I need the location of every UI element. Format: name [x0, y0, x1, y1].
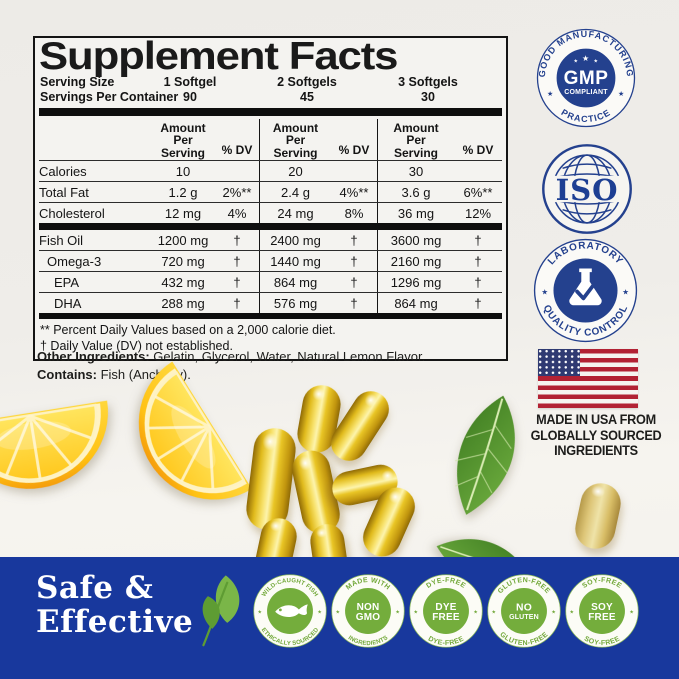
lemon-wedge	[0, 400, 108, 489]
dv-header-col1: % DV	[221, 143, 253, 157]
usa-flag-canton	[538, 349, 580, 377]
table-row: DHA 288 mg † 576 mg † 864 mg †	[39, 292, 502, 313]
badge-center-line2: GLUTEN	[509, 614, 539, 621]
servings-per-container-label: Servings Per Container	[40, 90, 179, 104]
facts-table-header: Amount Per Serving % DV Amount Per Servi…	[39, 119, 502, 160]
star-icon: ★	[582, 54, 589, 63]
star-icon: ★	[569, 610, 574, 616]
other-ingredients-line: Other Ingredients: Gelatin, Glycerol, Wa…	[37, 349, 426, 364]
badge-arc-bottom: INGREDIENTS	[347, 635, 389, 647]
leaf	[455, 395, 515, 515]
dv-header-col3: % DV	[462, 143, 494, 157]
non-gmo-badge: MADE WITH INGREDIENTS ★ ★ NON GMO	[331, 574, 405, 648]
bottom-banner: Safe & Effective WILD-CAUGHT FISH ETHICA…	[0, 557, 679, 679]
servings-col2: 45	[300, 90, 314, 104]
star-icon: ★	[547, 90, 553, 98]
svg-text:SOY-FREE: SOY-FREE	[583, 635, 621, 647]
star-icon: ★	[335, 610, 340, 616]
iso-text: ISO	[556, 173, 619, 207]
serving-size-col3: 3 Softgels	[398, 75, 458, 89]
wild-caught-fish-badge: WILD-CAUGHT FISH ETHICALLY SOURCED ★ ★	[253, 574, 327, 648]
soy-free-badge: SOY-FREE SOY-FREE ★ ★ SOY FREE	[565, 574, 639, 648]
table-row: Fish Oil 1200 mg † 2400 mg † 3600 mg †	[39, 230, 502, 250]
badge-center-line2: GMO	[356, 612, 381, 623]
lemon-wedge	[138, 361, 252, 500]
supplement-facts-panel: Supplement Facts Serving Size 1 Softgel …	[33, 36, 508, 361]
star-icon: ★	[622, 288, 629, 297]
badge-center-line2: FREE	[432, 612, 460, 623]
star-icon: ★	[594, 59, 599, 65]
badge-center-line2: FREE	[588, 612, 616, 623]
lab-quality-badge: LABORATORY QUALITY CONTROL ★ ★	[533, 238, 638, 343]
made-in-usa-text: MADE IN USA FROM GLOBALLY SOURCED INGRED…	[530, 412, 662, 458]
table-row: EPA 432 mg † 864 mg † 1296 mg †	[39, 271, 502, 292]
star-icon: ★	[629, 610, 634, 616]
badge-center-line1: NO	[516, 602, 532, 613]
servings-col3: 30	[421, 90, 435, 104]
iso-badge: ISO	[542, 144, 632, 234]
svg-text:DYE-FREE: DYE-FREE	[427, 635, 465, 647]
gmp-center-text: GMP	[564, 68, 609, 89]
safe-effective-heading: Safe & Effective	[36, 570, 194, 640]
amount-header-col2: Amount Per Serving	[259, 119, 331, 160]
amount-header-col1: Amount Per Serving	[160, 120, 206, 160]
star-icon: ★	[551, 610, 556, 616]
serving-size-col2: 2 Softgels	[277, 75, 337, 89]
dv-header-col2: % DV	[338, 143, 370, 157]
svg-text:INGREDIENTS: INGREDIENTS	[347, 635, 389, 647]
serving-size-row: Serving Size 1 Softgel 2 Softgels 3 Soft…	[39, 75, 502, 90]
star-icon: ★	[541, 288, 548, 297]
serving-size-col1: 1 Softgel	[163, 75, 217, 89]
badge-center-line1: SOY	[591, 602, 613, 613]
divider-bar	[39, 108, 502, 116]
panel-title: Supplement Facts	[39, 35, 398, 78]
table-row: Total Fat 1.2 g 2%** 2.4 g 4%** 3.6 g 6%**	[39, 181, 502, 202]
star-icon: ★	[317, 610, 322, 616]
table-row: Omega-3 720 mg † 1440 mg † 2160 mg †	[39, 250, 502, 271]
table-row: Cholesterol 12 mg 4% 24 mg 8% 36 mg 12%	[39, 202, 502, 223]
badge-center-line1: DYE	[435, 602, 456, 613]
dye-free-badge: DYE-FREE DYE-FREE ★ ★ DYE FREE	[409, 574, 483, 648]
footnote-dagger: † Daily Value (DV) not established.	[40, 339, 233, 353]
leaf-icon	[202, 575, 240, 647]
other-ingredients-label: Other Ingredients:	[37, 349, 150, 364]
flask-icon	[569, 268, 602, 306]
gmp-sub-text: COMPLIANT	[564, 89, 608, 96]
table-row: Calories 10 20 30	[39, 160, 502, 181]
divider-bar	[39, 223, 502, 230]
footnote-dv: ** Percent Daily Values based on a 2,000…	[40, 323, 336, 337]
fish-icon	[275, 604, 308, 617]
star-icon: ★	[257, 610, 262, 616]
divider-bar	[39, 313, 502, 319]
amount-header-col3: Amount Per Serving	[377, 119, 454, 160]
contains-label: Contains:	[37, 366, 97, 382]
star-icon: ★	[491, 610, 496, 616]
softgel-capsule	[571, 479, 625, 553]
badge-arc-bottom: SOY-FREE	[583, 635, 621, 647]
servings-per-container-row: Servings Per Container 90 45 30	[39, 90, 502, 105]
star-icon: ★	[395, 610, 400, 616]
footnotes: ** Percent Daily Values based on a 2,000…	[39, 319, 502, 355]
softgel-capsule	[243, 425, 299, 533]
usa-flag-icon	[538, 349, 638, 408]
badge-center-line1: NON	[357, 602, 380, 613]
ingredients-block: Other Ingredients: Gelatin, Glycerol, Wa…	[37, 348, 425, 383]
gmp-badge: GOOD MANUFACTURING PRACTICE ★ ★ ★ ★ ★ GM…	[536, 28, 636, 128]
servings-col1: 90	[183, 90, 197, 104]
star-icon: ★	[618, 90, 624, 98]
star-icon: ★	[574, 59, 579, 65]
contains-line: Contains: Fish (Anchovy).	[37, 366, 191, 382]
gluten-free-badge: GLUTEN-FREE GLUTEN-FREE ★ ★ NO GLUTEN	[487, 574, 561, 648]
star-icon: ★	[413, 610, 418, 616]
serving-size-label: Serving Size	[40, 75, 115, 89]
star-icon: ★	[473, 610, 478, 616]
badge-arc-bottom: DYE-FREE	[427, 635, 465, 647]
